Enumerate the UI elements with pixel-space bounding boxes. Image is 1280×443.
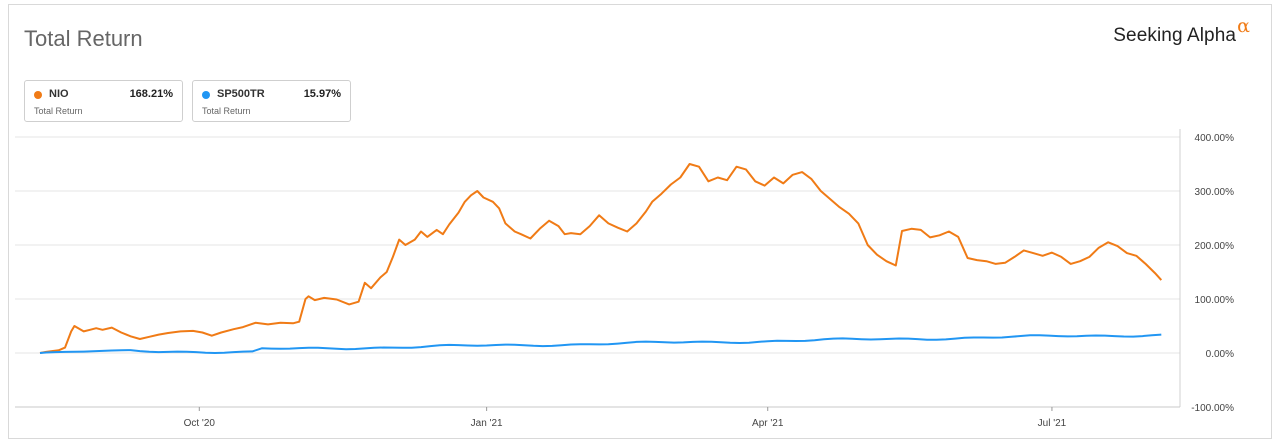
page-title: Total Return — [24, 26, 143, 51]
y-tick-label: -100.00% — [1191, 403, 1234, 414]
y-tick-label: 300.00% — [1195, 187, 1235, 198]
legend-item-sp500tr[interactable]: SP500TR 15.97% Total Return — [192, 80, 351, 122]
x-tick-label: Oct '20 — [184, 418, 216, 429]
brand-name: Seeking Alpha — [1113, 25, 1237, 46]
x-tick-label: Apr '21 — [752, 418, 784, 429]
y-tick-label: 0.00% — [1206, 349, 1234, 360]
legend-series-name: NIO — [49, 88, 69, 100]
brand-logo: Seeking Alphaα — [1113, 15, 1250, 47]
x-tick-label: Jan '21 — [471, 418, 503, 429]
y-tick-label: 400.00% — [1195, 133, 1235, 144]
series-line-sp500tr — [39, 333, 1162, 354]
legend-series-metric: Total Return — [34, 106, 83, 116]
series-line-nio — [39, 163, 1163, 354]
y-tick-label: 100.00% — [1195, 295, 1235, 306]
legend-series-value: 15.97% — [303, 88, 341, 100]
x-tick-label: Jul '21 — [1038, 418, 1067, 429]
legend-series-metric: Total Return — [202, 106, 251, 116]
sp500tr-color-dot — [202, 91, 210, 99]
nio-color-dot — [34, 91, 42, 99]
legend-item-nio[interactable]: NIO 168.21% Total Return — [24, 80, 183, 122]
legend-series-name: SP500TR — [217, 88, 265, 100]
legend-series-value: 168.21% — [129, 88, 173, 100]
alpha-logo-mark: α — [1237, 15, 1250, 37]
chart-panel — [8, 4, 1272, 439]
y-tick-label: 200.00% — [1195, 241, 1235, 252]
